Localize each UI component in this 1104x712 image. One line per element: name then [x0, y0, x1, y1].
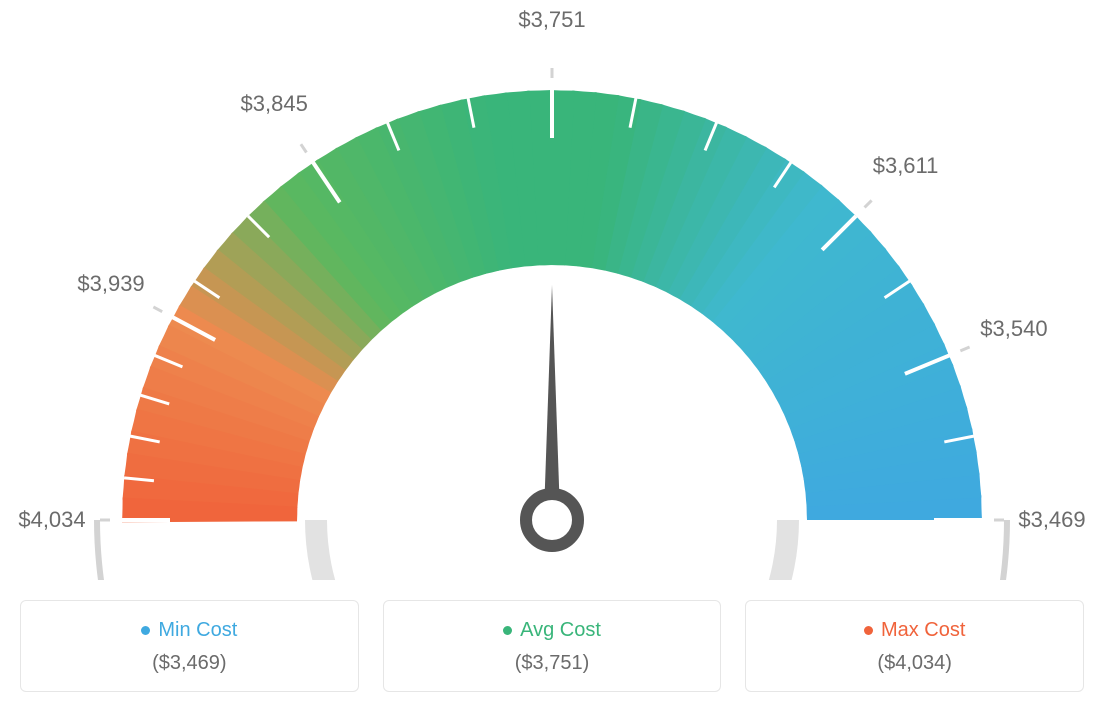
- gauge-svg: [20, 20, 1084, 580]
- legend-value: ($3,751): [384, 652, 721, 675]
- gauge-tick-label: $3,540: [980, 316, 1047, 342]
- gauge-tick-label: $4,034: [18, 507, 85, 533]
- gauge-chart: $3,469$3,540$3,611$3,751$3,845$3,939$4,0…: [20, 20, 1084, 580]
- legend-label: Avg Cost: [520, 619, 601, 642]
- legend-row: Min Cost ($3,469) Avg Cost ($3,751) Max …: [20, 600, 1084, 692]
- gauge-tick-label: $3,751: [518, 7, 585, 33]
- legend-card-min: Min Cost ($3,469): [20, 600, 359, 692]
- gauge-tick-label: $3,611: [873, 153, 939, 179]
- legend-card-avg: Avg Cost ($3,751): [383, 600, 722, 692]
- legend-value: ($4,034): [746, 652, 1083, 675]
- legend-value: ($3,469): [21, 652, 358, 675]
- gauge-tick-label: $3,939: [77, 271, 144, 297]
- dot-icon: [503, 626, 512, 635]
- dot-icon: [864, 626, 873, 635]
- gauge-tick-label: $3,845: [241, 91, 308, 117]
- dot-icon: [141, 626, 150, 635]
- gauge-tick-label: $3,469: [1018, 507, 1085, 533]
- legend-card-max: Max Cost ($4,034): [745, 600, 1084, 692]
- legend-label: Max Cost: [881, 619, 965, 642]
- legend-label: Min Cost: [158, 619, 237, 642]
